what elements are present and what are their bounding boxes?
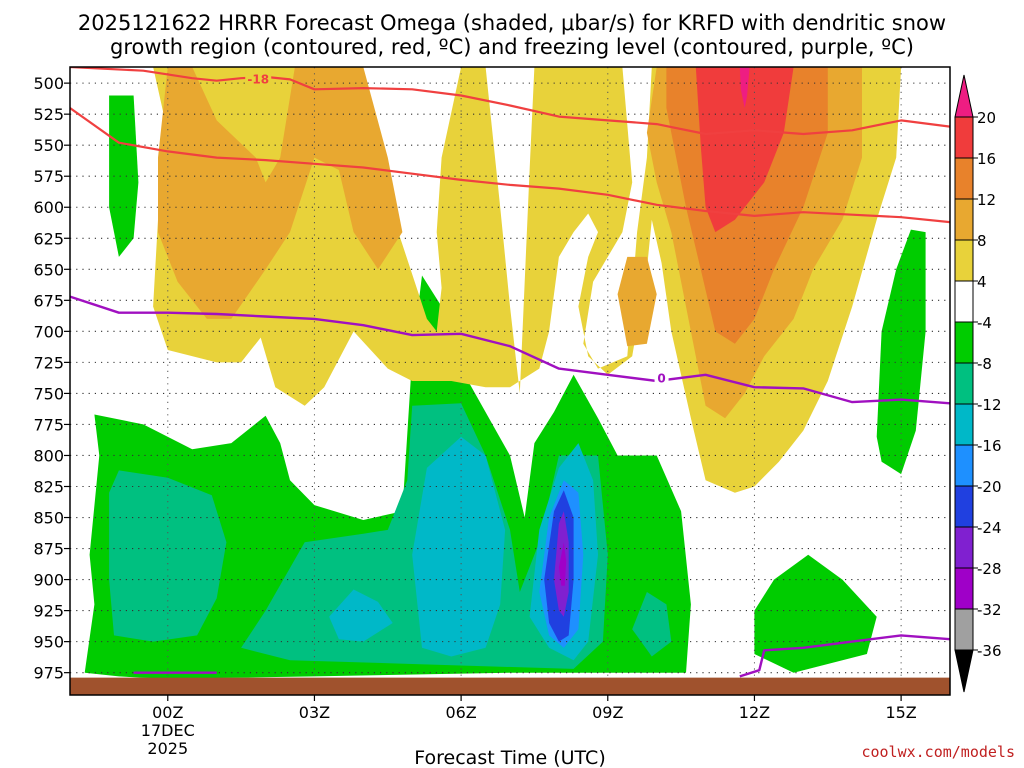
y-tick-label-600: 600 [33, 198, 64, 217]
x-tick-date: 17DEC [141, 721, 195, 740]
plot-area: -18 0 [70, 67, 950, 695]
omega-fill-layer [84, 67, 926, 679]
omega-rising-strong-region [412, 436, 506, 657]
y-tick-label-575: 575 [33, 167, 64, 186]
y-tick-label-675: 675 [33, 291, 64, 310]
colorbar-label--24: -24 [977, 519, 1002, 537]
freezing-level-line [70, 295, 950, 405]
chart-title-line-2: growth region (contoured, red, ºC) and f… [110, 35, 914, 59]
colorbar-label-8: 8 [977, 232, 987, 250]
y-tick-label-850: 850 [33, 509, 64, 528]
y-tick-label-875: 875 [33, 540, 64, 559]
omega-rising-weak-region [109, 95, 139, 257]
dgz-contour-label-bg [245, 71, 272, 86]
colorbar-band-0 [954, 116, 974, 159]
y-tick-label-550: 550 [33, 136, 64, 155]
colorbar-label-4: 4 [977, 273, 987, 291]
x-tick-label-00Z: 00Z [152, 703, 183, 722]
colorbar-label--16: -16 [977, 437, 1002, 455]
colorbar-label--8: -8 [977, 355, 992, 373]
colorbar-band-4 [954, 280, 974, 323]
omega-rising-extreme-core-region [558, 542, 567, 586]
y-tick-label-775: 775 [33, 415, 64, 434]
dgz-contour-label: -18 [247, 72, 269, 86]
contour-line-layer: -18 0 [70, 67, 950, 678]
colorbar-top-arrow [954, 74, 974, 118]
colorbar-band-11 [954, 567, 974, 610]
dgz-contour-line-0 [70, 67, 950, 136]
y-tick-label-625: 625 [33, 229, 64, 248]
y-tick-label-950: 950 [33, 633, 64, 652]
colorbar-band-12 [954, 608, 974, 651]
colorbar-label-20: 20 [977, 109, 996, 127]
source-credit: coolwx.com/models [861, 743, 1015, 761]
x-tick-label-15Z: 15Z [885, 703, 916, 722]
colorbar-label--32: -32 [977, 601, 1002, 619]
y-tick-label-650: 650 [33, 260, 64, 279]
omega-rising-strong-region [329, 589, 393, 642]
y-tick-label-825: 825 [33, 477, 64, 496]
y-tick-label-500: 500 [33, 74, 64, 93]
colorbar-band-9 [954, 485, 974, 528]
y-tick-label-700: 700 [33, 322, 64, 341]
y-tick-label-925: 925 [33, 602, 64, 621]
colorbar-band-7 [954, 403, 974, 446]
x-tick-label-09Z: 09Z [592, 703, 623, 722]
colorbar-label--20: -20 [977, 478, 1002, 496]
colorbar-label--12: -12 [977, 396, 1002, 414]
x-tick-year: 2025 [147, 739, 188, 758]
y-tick-label-800: 800 [33, 446, 64, 465]
freezing-level-label: 0 [657, 371, 665, 385]
y-axis-pressure: 500 525 550 575 600 625 650 675 700 725 750 775 800 8… [33, 74, 70, 683]
y-tick-label-725: 725 [33, 353, 64, 372]
dgz-contour-line-1 [70, 107, 950, 224]
colorbar-label--4: -4 [977, 314, 992, 332]
colorbar-band-8 [954, 444, 974, 487]
omega-sinking-moderate-region [158, 67, 403, 319]
omega-rising-moderate-region [632, 592, 672, 657]
omega-colorbar: 20 16 12 8 4 -4 -8 -12 -16 -20 -24 -28 -32 -36 [954, 74, 1002, 693]
colorbar-label--28: -28 [977, 560, 1002, 578]
omega-rising-moderate-region [109, 470, 227, 642]
colorbar-bottom-arrow [954, 649, 974, 693]
y-tick-label-900: 900 [33, 571, 64, 590]
x-tick-label-06Z: 06Z [445, 703, 476, 722]
colorbar-band-6 [954, 362, 974, 405]
freezing-level-label-bg [654, 369, 669, 385]
colorbar-band-10 [954, 526, 974, 569]
colorbar-band-3 [954, 239, 974, 282]
colorbar-label-16: 16 [977, 150, 996, 168]
colorbar-band-1 [954, 157, 974, 200]
colorbar-band-5 [954, 321, 974, 364]
x-tick-label-12Z: 12Z [739, 703, 770, 722]
plot-frame [69, 66, 951, 696]
freezing-level-low-1 [739, 634, 950, 678]
omega-sinking-moderate-region [617, 256, 657, 347]
x-axis-label: Forecast Time (UTC) [414, 747, 605, 768]
omega-rising-weak-region [876, 229, 926, 475]
y-tick-label-975: 975 [33, 664, 64, 683]
chart-title-line-1: 2025121622 HRRR Forecast Omega (shaded, … [78, 11, 946, 35]
omega-sinking-extreme-region [739, 67, 750, 108]
x-tick-label-03Z: 03Z [299, 703, 330, 722]
colorbar-band-2 [954, 198, 974, 241]
omega-sinking-very-strong-region [695, 67, 794, 233]
y-tick-label-525: 525 [33, 105, 64, 124]
colorbar-label--36: -36 [977, 642, 1002, 660]
y-tick-label-750: 750 [33, 384, 64, 403]
colorbar-label-12: 12 [977, 191, 996, 209]
terrain-ground [70, 677, 950, 695]
